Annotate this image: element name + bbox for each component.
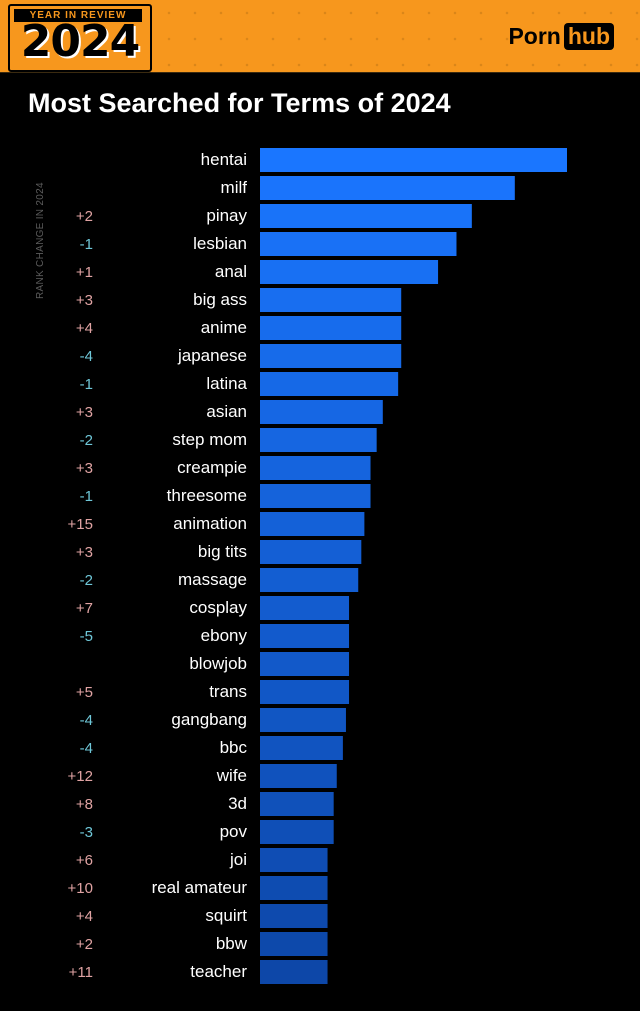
bar-big-tits [260,540,362,564]
bar-bbc [260,736,343,760]
bar-latina [260,372,399,396]
bar-japanese [260,344,402,368]
category-label: bbw [216,934,248,953]
bar-cosplay [260,596,350,620]
bar-3d [260,792,334,816]
bar-chart: hentai milf pinay +2 lesbian -1 anal +1 big ass +… [68,148,567,984]
bar-gangbang [260,708,346,732]
rank-change-label: -4 [80,712,93,729]
category-label: joi [229,850,247,869]
bar-teacher [260,960,328,984]
bar-ebony [260,624,350,648]
category-label: ebony [201,626,248,645]
category-label: japanese [177,346,247,365]
bar-threesome [260,484,371,508]
rank-change-label: -1 [80,376,93,393]
bar-creampie [260,456,371,480]
category-label: squirt [205,906,247,925]
rank-change-label: +6 [76,852,93,869]
rank-change-label: -1 [80,236,93,253]
rank-change-label: -2 [80,572,93,589]
category-label: anal [215,262,247,281]
category-label: big ass [193,290,247,309]
rank-change-label: +10 [68,880,93,897]
category-label: blowjob [189,654,247,673]
rank-change-label: +2 [76,936,93,953]
year-in-review-badge: YEAR IN REVIEW 2024 [8,4,152,72]
bar-blowjob [260,652,350,676]
category-label: threesome [167,486,247,505]
category-label: gangbang [171,710,247,729]
rank-change-label: +4 [76,320,93,337]
logo-text-left: Porn [508,23,561,49]
category-label: hentai [201,150,247,169]
category-label: wife [216,766,247,785]
rank-change-label: -3 [80,824,93,841]
rank-change-label: +3 [76,404,93,421]
rank-change-label: +2 [76,208,93,225]
rank-change-label: +8 [76,796,93,813]
category-label: pov [220,822,248,841]
badge-year: 2024 [20,16,140,67]
category-label: animation [173,514,247,533]
bar-squirt [260,904,328,928]
category-label: pinay [206,206,247,225]
category-label: 3d [228,794,247,813]
bar-massage [260,568,359,592]
rank-change-label: -5 [80,628,93,645]
logo-text-right: hub [563,23,614,50]
bar-lesbian [260,232,457,256]
bar-asian [260,400,383,424]
category-label: milf [221,178,248,197]
rank-change-label: +11 [69,964,93,981]
category-label: creampie [177,458,247,477]
bar-hentai [260,148,567,172]
rank-change-label: -2 [80,432,93,449]
category-label: lesbian [193,234,247,253]
header-banner: YEAR IN REVIEW 2024 Porn hub [0,0,640,73]
bar-animation [260,512,365,536]
bar-real-amateur [260,876,328,900]
rank-change-label: +3 [76,460,93,477]
category-label: latina [206,374,247,393]
rank-change-label: +3 [76,292,93,309]
bar-anal [260,260,439,284]
bar-step-mom [260,428,377,452]
bar-trans [260,680,350,704]
rank-change-label: +1 [76,264,93,281]
category-label: cosplay [189,598,247,617]
category-label: anime [201,318,247,337]
rank-change-label: -4 [80,740,93,757]
category-label: bbc [220,738,248,757]
bar-milf [260,176,515,200]
rank-change-label: +7 [76,600,93,617]
category-label: real amateur [152,878,248,897]
rank-change-label: +15 [68,516,93,533]
bar-anime [260,316,402,340]
rank-change-label: +3 [76,544,93,561]
bar-bbw [260,932,328,956]
bar-pov [260,820,334,844]
category-label: teacher [190,962,247,981]
category-label: trans [209,682,247,701]
bar-joi [260,848,328,872]
site-logo[interactable]: Porn hub [508,23,614,50]
badge-caption: YEAR IN REVIEW [14,9,142,22]
bar-big-ass [260,288,402,312]
chart-title: Most Searched for Terms of 2024 [28,88,451,118]
category-label: big tits [198,542,247,561]
bar-wife [260,764,337,788]
rank-change-label: -4 [80,348,93,365]
category-label: massage [178,570,247,589]
rank-change-label: -1 [80,488,93,505]
bar-pinay [260,204,472,228]
rank-change-label: +4 [76,908,93,925]
category-label: step mom [172,430,247,449]
category-label: asian [206,402,247,421]
rank-change-label: +12 [68,768,93,785]
rank-change-label: +5 [76,684,93,701]
